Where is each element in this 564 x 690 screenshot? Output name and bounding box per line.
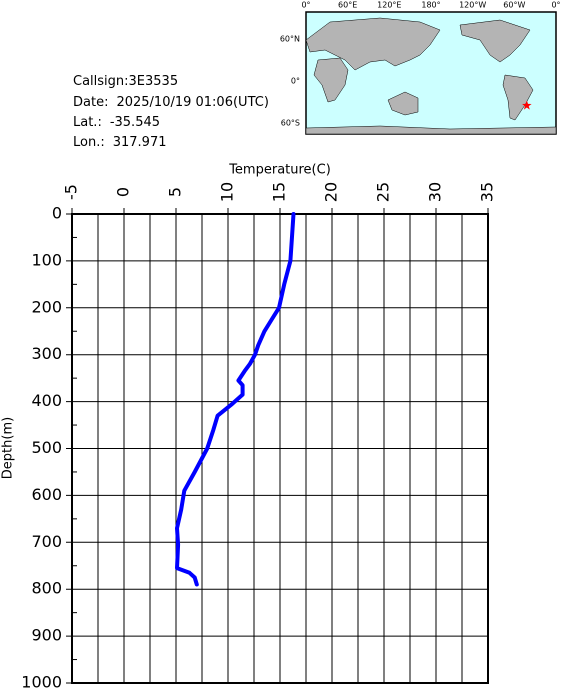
temperature-profile [175, 212, 296, 587]
y-tick-label: 200 [31, 297, 62, 316]
x-axis-label: Temperature(C) [228, 163, 331, 178]
y-tick-label: 100 [31, 250, 62, 269]
plot [66, 208, 489, 684]
callsign-value: 3E3535 [129, 74, 179, 89]
map-lon-label: 180° [421, 1, 440, 10]
x-tick-label: 30 [426, 182, 445, 202]
x-tick-label: 0 [114, 187, 133, 197]
lat-value: -35.545 [110, 115, 160, 130]
y-tick-label: 400 [31, 391, 62, 410]
continents [305, 17, 557, 135]
plot-frame [71, 213, 489, 684]
y-tick-label: 1000 [21, 673, 62, 690]
africa [313, 57, 349, 103]
map-lat-label: 60°S [281, 119, 300, 128]
y-tick-label: 600 [31, 485, 62, 504]
map-lon-label: 60°W [503, 1, 525, 10]
x-tick-label: 25 [374, 182, 393, 202]
map-lon-label: 0° [301, 1, 310, 10]
lon-label: Lon.: [73, 135, 105, 150]
map [305, 11, 557, 135]
north-america [459, 19, 531, 63]
lat: Lat.: -35.545 [73, 115, 160, 130]
date-value: 2025/10/19 01:06(UTC) [116, 95, 268, 110]
map-lon-label: 0° [551, 1, 560, 10]
x-tick-label: 15 [270, 182, 289, 202]
position-marker [522, 100, 532, 110]
x-tick-label: 5 [166, 187, 185, 197]
south-america [502, 74, 534, 121]
date-label: Date: [73, 95, 108, 110]
y-tick-label: 700 [31, 532, 62, 551]
x-tick-label: 20 [322, 182, 341, 202]
callsign-label: Callsign: [73, 74, 129, 89]
callsign: Callsign:3E3535 [73, 74, 178, 89]
lon: Lon.: 317.971 [73, 135, 167, 150]
map-lon-label: 60°E [338, 1, 357, 10]
australia [387, 91, 419, 116]
y-tick-label: 0 [52, 204, 62, 223]
y-tick-label: 800 [31, 579, 62, 598]
eurasia [305, 17, 441, 71]
y-tick-label: 500 [31, 438, 62, 457]
lon-value: 317.971 [113, 135, 167, 150]
lat-label: Lat.: [73, 115, 102, 130]
y-axis-label: Depth(m) [1, 417, 16, 479]
map-lat-label: 60°N [280, 35, 300, 44]
map-lon-label: 120°W [459, 1, 486, 10]
map-lat-label: 0° [291, 77, 300, 86]
x-tick-label: 35 [478, 182, 497, 202]
info-block: Callsign:3E3535 Date: 2025/10/19 01:06(UT… [73, 74, 269, 150]
x-tick-label: -5 [62, 184, 81, 200]
date: Date: 2025/10/19 01:06(UTC) [73, 95, 269, 110]
map-lon-label: 120°E [377, 1, 401, 10]
x-tick-label: 10 [218, 182, 237, 202]
y-tick-label: 300 [31, 344, 62, 363]
antarctica [305, 125, 557, 135]
y-tick-label: 900 [31, 626, 62, 645]
